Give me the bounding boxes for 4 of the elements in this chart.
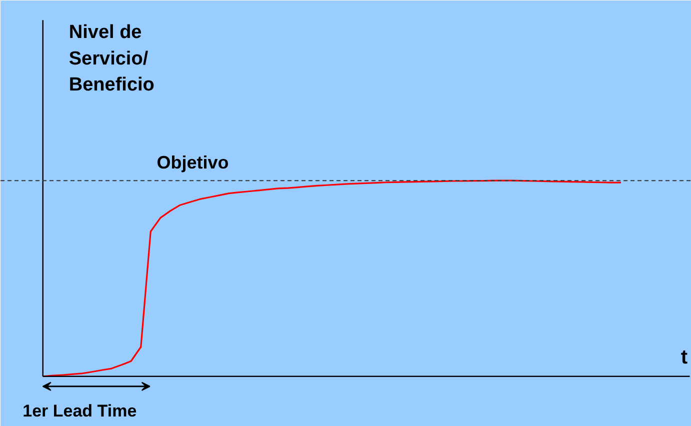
ref-line-label: Objetivo (156, 152, 229, 173)
y-axis-title: Nivel de Servicio/ Beneficio (68, 22, 154, 96)
text: 1er Lead Time (22, 401, 137, 420)
x-axis-title: t (680, 346, 688, 368)
